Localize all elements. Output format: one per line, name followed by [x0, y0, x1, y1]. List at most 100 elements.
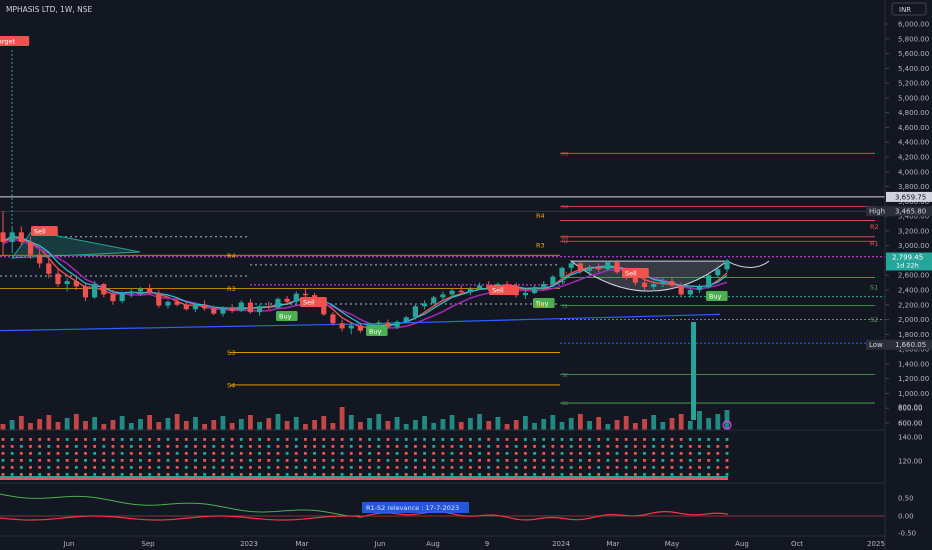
signal-dot	[38, 466, 42, 469]
price-gridlines	[885, 23, 889, 424]
signal-dot	[19, 438, 23, 441]
oscillator-axis-label: 0.50	[898, 495, 914, 503]
volume-bar	[651, 415, 657, 430]
signal-dot	[194, 445, 197, 448]
signal-dot	[175, 473, 179, 476]
price-tick-label: 3,200.00	[898, 227, 929, 235]
candle-body	[137, 288, 144, 292]
signal-dot	[487, 438, 491, 441]
signal-dot	[120, 438, 124, 441]
volume-bar	[486, 421, 492, 430]
signal-dot	[349, 466, 353, 469]
signal-dot	[698, 473, 701, 476]
candle-body	[531, 287, 538, 293]
oscillator-axis-label: 0.00	[898, 513, 914, 521]
volume-bar	[183, 421, 189, 430]
signal-dot	[487, 452, 491, 455]
signal-dot	[340, 466, 344, 469]
signal-dot	[514, 459, 518, 462]
signal-dot	[93, 438, 97, 441]
candle-body	[192, 304, 199, 310]
signal-dot	[432, 445, 436, 448]
signal-dot	[643, 473, 646, 476]
signal-dot	[496, 473, 500, 476]
signal-dot	[359, 466, 362, 469]
volume-bar	[559, 422, 565, 430]
signal-dot	[688, 445, 692, 448]
volume-bar	[266, 418, 272, 430]
signal-dot	[10, 445, 14, 448]
signal-dot	[10, 438, 14, 441]
signal-dot	[38, 445, 42, 448]
signal-dot	[652, 445, 656, 448]
signal-dot	[19, 445, 23, 448]
candle-body	[339, 323, 345, 329]
signal-dot	[322, 452, 326, 455]
buy-signal-tag-text: Buy	[709, 293, 722, 301]
signal-dot	[404, 459, 408, 462]
signal-dot	[56, 438, 60, 441]
signal-dot	[340, 473, 344, 476]
volume-bar	[193, 417, 198, 430]
signal-dot	[102, 445, 106, 448]
signal-dot	[285, 466, 289, 469]
signal-dot	[212, 438, 216, 441]
signal-dot	[267, 452, 271, 455]
signal-dot	[102, 459, 106, 462]
volume-bar	[330, 423, 336, 430]
signal-dot	[65, 445, 69, 448]
volume-bar	[220, 416, 226, 430]
signal-dot	[569, 473, 573, 476]
currency-badge[interactable]	[891, 2, 927, 16]
symbol-title: MPHASIS LTD, 1W, NSE	[6, 5, 92, 14]
sell-signal-tag-text: Sell	[625, 270, 637, 278]
candle-body	[293, 293, 299, 302]
volume-bar	[596, 417, 602, 430]
signal-dot	[194, 466, 197, 469]
signal-dot	[661, 459, 665, 462]
signal-dot	[514, 466, 518, 469]
signal-dot	[304, 473, 307, 476]
signal-dot	[249, 452, 252, 455]
signal-dot	[450, 438, 454, 441]
signal-dot	[157, 459, 161, 462]
signal-dot	[423, 438, 426, 441]
buy-signal-tag-text: Buy	[536, 300, 549, 308]
signal-dot	[523, 438, 527, 441]
signal-dot	[267, 438, 271, 441]
volume-bar	[248, 415, 253, 430]
signal-dot	[19, 459, 23, 462]
signal-dot	[1, 452, 5, 455]
signal-dot	[1, 466, 5, 469]
volume-marker	[722, 420, 732, 430]
signal-dot	[395, 438, 399, 441]
volume-bar	[449, 415, 455, 430]
signal-dot	[670, 438, 674, 441]
sell-signal-tag-text: Sell	[303, 299, 315, 307]
signal-dot	[267, 445, 271, 448]
candle-body	[550, 276, 556, 285]
oscillator-axis-label: -0.50	[898, 530, 916, 538]
volume-bar	[394, 417, 400, 430]
signal-dot	[404, 452, 408, 455]
signal-dot	[56, 466, 60, 469]
signal-dot	[505, 473, 509, 476]
signal-dot	[551, 459, 555, 462]
signal-dot	[29, 445, 32, 448]
signal-dot	[432, 452, 436, 455]
signal-dot	[166, 466, 170, 469]
signal-dot	[578, 466, 582, 469]
signal-dot	[468, 473, 472, 476]
buy-signal-tag	[706, 291, 728, 301]
volume-bars	[0, 407, 732, 430]
signal-dot	[331, 459, 335, 462]
candle-body	[678, 285, 684, 295]
signal-dot	[349, 452, 353, 455]
low-tag-label: Low	[869, 341, 883, 349]
signal-dot	[542, 473, 546, 476]
signal-dot	[707, 466, 711, 469]
signal-dot	[395, 466, 399, 469]
signal-dot	[65, 438, 69, 441]
